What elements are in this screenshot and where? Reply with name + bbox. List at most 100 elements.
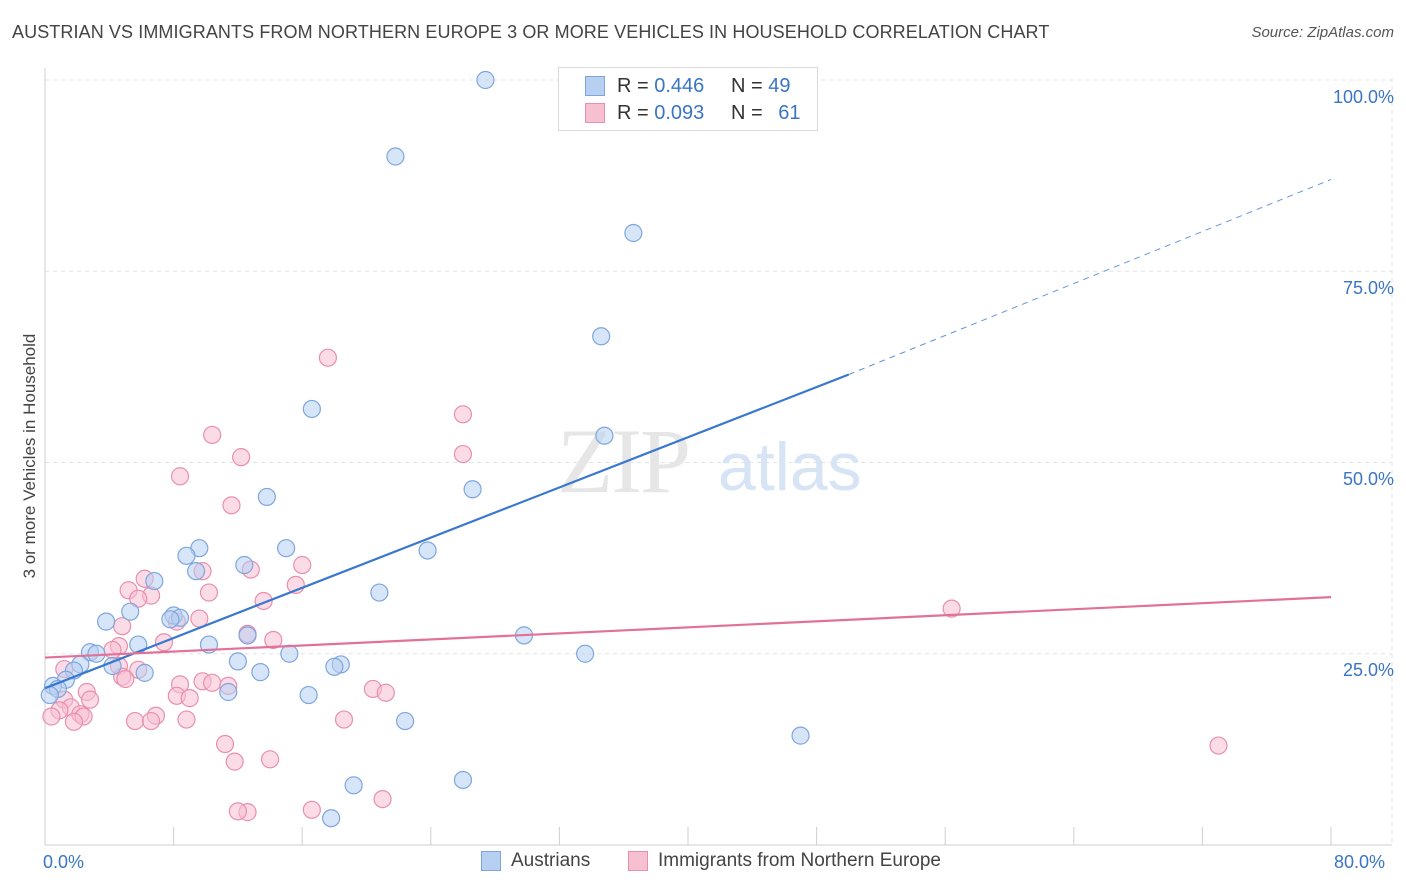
immigrants-point xyxy=(180,689,199,708)
austrians-point xyxy=(322,809,341,828)
immigrants-point xyxy=(203,673,222,692)
austrians-trend-extension xyxy=(848,178,1332,375)
austrians-trend-line xyxy=(44,373,850,690)
austrians-point xyxy=(145,571,164,591)
n-value-immigrants: 61 xyxy=(778,101,801,124)
immigrants-point xyxy=(177,710,196,729)
legend-item-immigrants[interactable]: Immigrants from Northern Europe xyxy=(628,850,941,872)
austrians-point xyxy=(135,663,154,682)
legend-swatch-austrians xyxy=(481,851,501,871)
n-value-austrians: 49 xyxy=(768,74,791,97)
immigrants-point xyxy=(302,800,321,819)
immigrants-point xyxy=(42,707,61,726)
austrians-point xyxy=(161,610,180,629)
y-tick-25: 25.0% xyxy=(1342,660,1394,680)
immigrants-swatch xyxy=(585,103,605,123)
y-tick-50: 50.0% xyxy=(1342,469,1394,489)
r-value-immigrants: 0.093 xyxy=(654,101,705,124)
immigrants-point xyxy=(942,599,961,618)
immigrants-point xyxy=(334,710,354,729)
stats-legend: R = 0.446 N = 49 R = 0.093 N = 61 xyxy=(558,67,818,131)
legend-label-austrians: Austrians xyxy=(511,850,591,871)
austrians-point xyxy=(121,602,140,621)
immigrants-point xyxy=(260,750,280,769)
austrians-point xyxy=(187,562,206,581)
austrians-point xyxy=(418,541,437,560)
immigrants-point xyxy=(64,712,84,731)
immigrants-point xyxy=(116,669,135,689)
n-label: N = xyxy=(731,74,769,97)
austrians-swatch xyxy=(585,76,605,96)
austrians-point xyxy=(791,726,810,745)
immigrants-point xyxy=(215,734,235,754)
r-value-austrians: 0.446 xyxy=(654,74,705,97)
austrians-point xyxy=(40,685,59,705)
immigrants-point xyxy=(141,711,161,731)
immigrants-trend-line xyxy=(44,596,1332,659)
immigrants-point xyxy=(453,405,473,424)
austrians-point xyxy=(280,644,299,663)
austrians-point xyxy=(386,147,405,166)
trend-lines xyxy=(44,178,1332,690)
n-label: N = xyxy=(731,101,769,124)
immigrants-point xyxy=(103,640,122,660)
austrians-point xyxy=(325,657,344,676)
austrians-point xyxy=(96,612,116,631)
immigrants-point xyxy=(80,690,100,709)
watermark: ZIP atlas xyxy=(557,410,862,512)
immigrants-point xyxy=(228,802,247,821)
austrians-point xyxy=(219,682,238,702)
series-legend: Austrians Immigrants from Northern Europ… xyxy=(0,850,1406,878)
immigrants-point xyxy=(373,789,392,809)
immigrants-point xyxy=(199,583,219,602)
immigrants-point xyxy=(203,425,222,445)
austrians-point xyxy=(277,539,296,558)
austrians-point xyxy=(476,70,495,90)
immigrants-point xyxy=(125,711,145,731)
austrians-point xyxy=(453,770,473,790)
austrians-point xyxy=(257,487,276,507)
y-tick-100: 100.0% xyxy=(1332,87,1394,107)
legend-item-austrians[interactable]: Austrians xyxy=(481,850,590,872)
austrians-point xyxy=(595,426,614,445)
immigrants-point xyxy=(1209,736,1228,755)
austrians-point xyxy=(592,327,611,346)
immigrants-point xyxy=(222,496,241,515)
chart-title: AUSTRIAN VS IMMIGRANTS FROM NORTHERN EUR… xyxy=(12,22,1050,42)
x-tick-max: 80.0% xyxy=(1334,852,1386,872)
chart-source: Source: ZipAtlas.com xyxy=(1251,24,1394,41)
r-label: R = xyxy=(617,101,655,124)
austrians-point xyxy=(624,223,643,243)
legend-label-immigrants: Immigrants from Northern Europe xyxy=(658,850,941,871)
r-label: R = xyxy=(617,74,655,97)
austrians-point xyxy=(395,711,415,731)
austrians-point xyxy=(235,555,254,575)
austrians-point xyxy=(463,480,482,499)
austrians-point xyxy=(299,685,318,705)
immigrants-point xyxy=(318,348,338,367)
immigrants-point xyxy=(453,444,473,464)
austrians-points xyxy=(40,70,810,828)
austrians-point xyxy=(302,399,321,419)
immigrants-point xyxy=(170,467,190,486)
austrians-point xyxy=(344,776,363,795)
immigrants-point xyxy=(129,589,148,608)
austrians-point xyxy=(251,663,270,682)
immigrants-point xyxy=(293,555,312,575)
watermark-zip: ZIP xyxy=(557,410,689,512)
watermark-atlas: atlas xyxy=(718,429,862,505)
x-tick-min: 0.0% xyxy=(43,852,85,872)
legend-swatch-immigrants xyxy=(628,851,648,871)
austrians-point xyxy=(370,583,389,602)
austrians-point xyxy=(238,626,257,645)
immigrants-point xyxy=(225,752,244,771)
austrians-point xyxy=(228,652,247,671)
austrians-point xyxy=(177,546,196,565)
austrians-point xyxy=(87,644,106,663)
immigrants-point xyxy=(232,448,251,467)
y-tick-75: 75.0% xyxy=(1342,278,1394,298)
austrians-point xyxy=(576,644,595,663)
immigrants-point xyxy=(376,683,395,702)
immigrants-point xyxy=(264,630,283,650)
